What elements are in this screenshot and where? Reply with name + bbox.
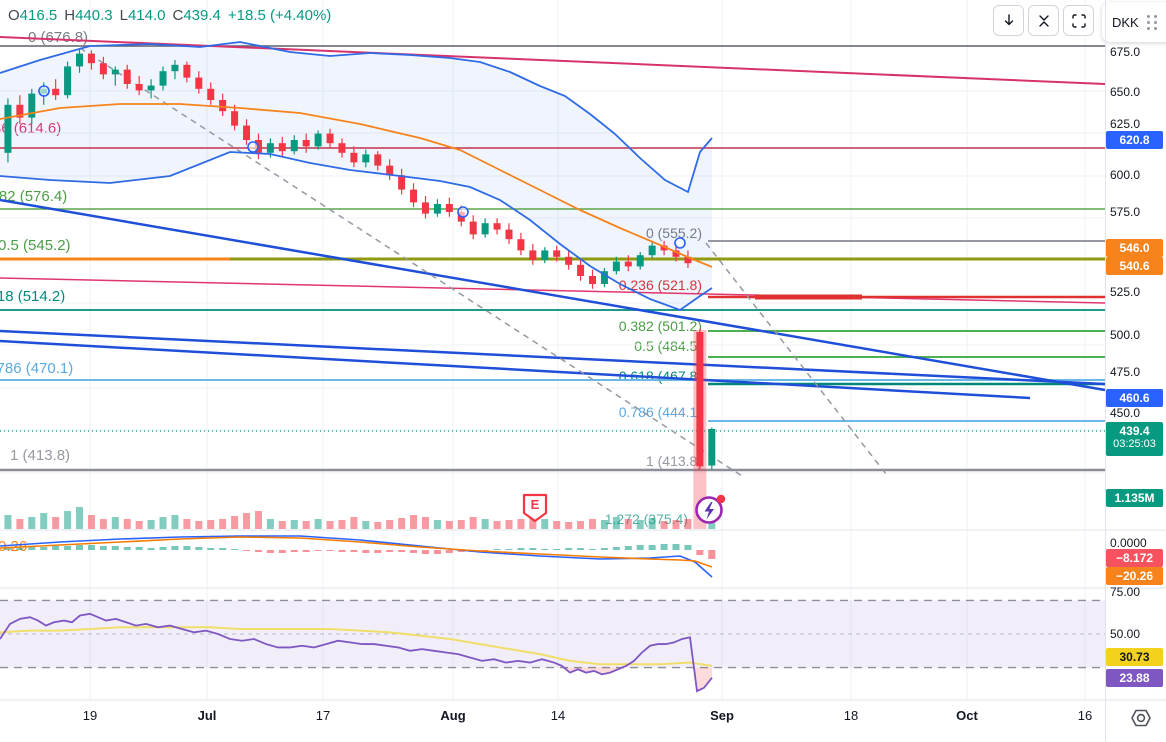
time-axis-label[interactable]: Aug: [440, 708, 466, 723]
price-axis-label: 600.0: [1110, 168, 1141, 182]
fib-level-label: 0.382 (501.2): [618, 318, 702, 334]
low-label: L: [119, 7, 128, 24]
price-axis-label: 525.0: [1110, 285, 1141, 299]
download-button[interactable]: [993, 5, 1024, 36]
time-axis-label[interactable]: 18: [843, 708, 859, 723]
fullscreen-icon: [1071, 13, 1086, 28]
price-axis-badge: 460.6: [1106, 389, 1163, 407]
low-value: 414.0: [127, 7, 166, 24]
time-axis-label[interactable]: Sep: [710, 708, 734, 723]
price-axis-label: 575.0: [1110, 205, 1141, 219]
time-axis-label[interactable]: 14: [550, 708, 566, 723]
open-value: 416.5: [19, 7, 58, 24]
price-axis-label: 475.0: [1110, 365, 1141, 379]
fib-level-label: 1 (413.8): [645, 453, 702, 469]
price-axis-badge: 23.88: [1106, 669, 1163, 687]
fib-level-label: 0.382 (576.4): [0, 188, 68, 205]
currency-card[interactable]: DKK: [1102, 2, 1166, 42]
price-axis-label: 50.00: [1110, 627, 1141, 641]
price-axis-label: 650.0: [1110, 85, 1141, 99]
collapse-icon: [1038, 14, 1049, 27]
price-axis-badge: 1.135M: [1106, 489, 1163, 507]
fib-level-label: 0.786 (444.1): [618, 404, 702, 420]
fib-level-label: 0.786 (470.1): [0, 360, 74, 377]
price-axis-badge: 439.4 03:25:03: [1106, 422, 1163, 456]
fib-level-label: 0.5 (545.2): [0, 237, 71, 254]
ohlc-header: O416.5 H440.3 L414.0 C439.4 +18.5 (+4.40%): [8, 7, 338, 24]
arrow-down-icon: [1004, 13, 1013, 25]
price-axis-badge: 620.8: [1106, 131, 1163, 149]
time-axis-label[interactable]: 16: [1077, 708, 1093, 723]
time-axis-label[interactable]: 17: [315, 708, 331, 723]
time-axis-label[interactable]: Jul: [197, 708, 217, 723]
price-axis-label: 500.0: [1110, 328, 1141, 342]
fullscreen-button[interactable]: [1063, 5, 1094, 36]
hexagon-settings-icon[interactable]: [1129, 706, 1153, 730]
collapse-button[interactable]: [1028, 5, 1059, 36]
high-value: 440.3: [75, 7, 113, 24]
price-axis-badge: −20.26: [1106, 567, 1163, 585]
close-label: C: [172, 7, 184, 24]
price-axis-label: 75.00: [1110, 585, 1141, 599]
price-axis-label: 450.0: [1110, 406, 1141, 420]
currency-label: DKK: [1112, 14, 1139, 30]
change-value: +18.5 (+4.40%): [227, 7, 332, 24]
fib-level-label: 0.5 (484.5): [634, 338, 702, 354]
close-value: 439.4: [183, 7, 221, 24]
top-toolbar: [993, 5, 1094, 36]
price-axis-badge: 30.73: [1106, 648, 1163, 666]
fib-level-label: 0 (676.8): [28, 29, 89, 46]
svg-text:E: E: [531, 497, 540, 512]
fib-level-label: 1 (413.8): [10, 447, 71, 464]
price-axis-label: 625.0: [1110, 117, 1141, 131]
price-axis-badge: −8.172: [1106, 549, 1163, 567]
time-axis-label[interactable]: 19: [82, 708, 98, 723]
price-axis-line: [1105, 0, 1106, 742]
price-axis-label: 0.0000: [1110, 536, 1147, 550]
fib-level-label: 0.26: [0, 538, 28, 555]
price-axis-label: 675.0: [1110, 45, 1141, 59]
drag-handle-dots-icon[interactable]: [1146, 14, 1158, 30]
flash-event-icon[interactable]: [693, 492, 729, 526]
open-label: O: [8, 7, 20, 24]
price-axis-badge: 546.0: [1106, 239, 1163, 257]
fib-level-label: 0.236 (521.8): [619, 277, 702, 293]
price-axis-badge: 540.6: [1106, 257, 1163, 275]
fib-level-label: 0 (555.2): [646, 225, 702, 241]
earnings-icon[interactable]: E: [521, 493, 549, 523]
fib-level-label: 0.618 (514.2): [0, 288, 66, 305]
high-label: H: [64, 7, 76, 24]
time-axis-label[interactable]: Oct: [956, 708, 978, 723]
countdown-timer: 03:25:03: [1113, 438, 1156, 450]
